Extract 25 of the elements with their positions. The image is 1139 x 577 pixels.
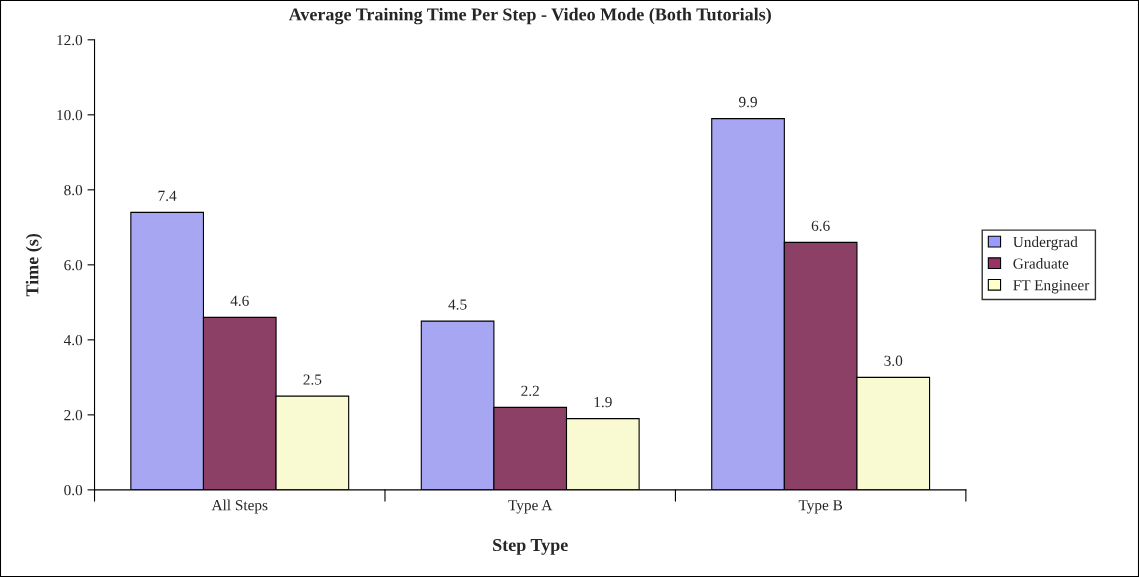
y-axis-title: Time (s) — [25, 233, 43, 297]
data-label: 3.0 — [884, 355, 903, 366]
y-tick-label: 4.0 — [63, 334, 83, 346]
legend-label: FT Engineer — [1013, 280, 1090, 294]
y-tick-label: 12.0 — [57, 34, 83, 46]
y-tick-label: 2.0 — [64, 410, 83, 421]
data-label: 6.6 — [811, 220, 830, 231]
x-tick-label: All Steps — [211, 499, 268, 514]
data-label: 7.4 — [158, 190, 177, 201]
data-label: 1.9 — [594, 396, 612, 408]
x-tick-label: Type A — [508, 500, 553, 514]
y-tick-label: 6.0 — [64, 259, 83, 271]
x-tick-label: Type B — [798, 500, 843, 514]
data-label: 4.5 — [448, 299, 467, 310]
chart-title: Average Training Time Per Step - Video Mode (Both Tutorials) — [288, 7, 771, 25]
data-label: 9.9 — [738, 96, 757, 108]
legend-label: Graduate — [1013, 257, 1069, 269]
legend-label: Undergrad — [1013, 236, 1078, 251]
y-tick-label: 0.0 — [64, 485, 83, 496]
data-label: 2.2 — [521, 385, 539, 396]
y-tick-label: 10.0 — [57, 109, 83, 121]
data-label: 2.5 — [303, 374, 322, 385]
y-tick-label: 8.0 — [64, 184, 83, 196]
data-label: 4.6 — [230, 295, 249, 306]
x-axis-title: Step Type — [493, 538, 568, 555]
